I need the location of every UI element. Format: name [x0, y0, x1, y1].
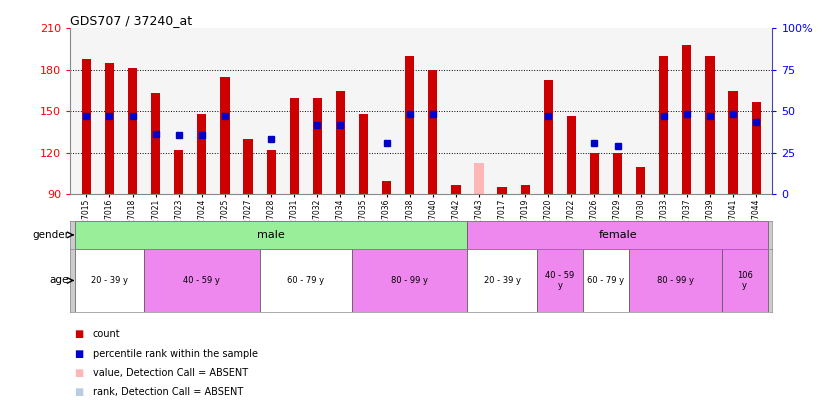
Text: percentile rank within the sample: percentile rank within the sample — [93, 349, 258, 358]
Text: gender: gender — [32, 230, 69, 240]
Bar — [128, 68, 137, 194]
Bar — [544, 79, 553, 194]
Bar — [267, 150, 276, 194]
Bar — [336, 91, 345, 194]
Bar — [75, 221, 468, 249]
Text: age: age — [50, 275, 69, 286]
Text: 40 - 59
y: 40 - 59 y — [545, 271, 574, 290]
Text: 20 - 39 y: 20 - 39 y — [483, 276, 520, 285]
Bar — [537, 249, 583, 312]
Bar — [583, 249, 629, 312]
Bar — [705, 56, 714, 194]
Bar — [567, 115, 576, 194]
Text: rank, Detection Call = ABSENT: rank, Detection Call = ABSENT — [93, 388, 243, 397]
Bar — [105, 63, 114, 194]
Bar — [682, 45, 691, 194]
Bar — [613, 153, 622, 194]
Text: ■: ■ — [74, 368, 83, 378]
Bar — [259, 249, 352, 312]
Bar — [468, 249, 537, 312]
Text: 40 - 59 y: 40 - 59 y — [183, 276, 221, 285]
Text: 20 - 39 y: 20 - 39 y — [91, 276, 128, 285]
Bar — [729, 91, 738, 194]
Bar — [359, 114, 368, 194]
Bar — [451, 185, 461, 194]
Bar — [151, 94, 160, 194]
Bar — [497, 188, 506, 194]
Text: 80 - 99 y: 80 - 99 y — [392, 276, 428, 285]
Text: GDS707 / 37240_at: GDS707 / 37240_at — [70, 14, 192, 27]
Text: ■: ■ — [74, 329, 83, 339]
Bar — [197, 114, 206, 194]
Bar — [82, 59, 91, 194]
Bar — [290, 98, 299, 194]
Text: count: count — [93, 329, 120, 339]
Bar — [174, 150, 183, 194]
Bar — [428, 70, 438, 194]
Bar — [221, 77, 230, 194]
Text: male: male — [257, 230, 285, 240]
Bar — [144, 249, 259, 312]
Text: ■: ■ — [74, 349, 83, 358]
Bar — [382, 181, 392, 194]
Bar — [721, 249, 767, 312]
Bar — [590, 153, 599, 194]
Text: 60 - 79 y: 60 - 79 y — [287, 276, 325, 285]
Bar — [405, 56, 415, 194]
Bar — [244, 139, 253, 194]
Text: 80 - 99 y: 80 - 99 y — [657, 276, 694, 285]
Bar — [75, 249, 144, 312]
Bar — [636, 167, 645, 194]
Bar — [752, 102, 761, 194]
Text: female: female — [598, 230, 637, 240]
Bar — [474, 162, 483, 194]
Text: ■: ■ — [74, 388, 83, 397]
Bar — [313, 98, 322, 194]
Bar — [468, 221, 767, 249]
Text: 106
y: 106 y — [737, 271, 752, 290]
Text: value, Detection Call = ABSENT: value, Detection Call = ABSENT — [93, 368, 248, 378]
Bar — [659, 56, 668, 194]
Text: 60 - 79 y: 60 - 79 y — [587, 276, 624, 285]
Bar — [520, 185, 529, 194]
Bar — [629, 249, 721, 312]
Bar — [352, 249, 468, 312]
